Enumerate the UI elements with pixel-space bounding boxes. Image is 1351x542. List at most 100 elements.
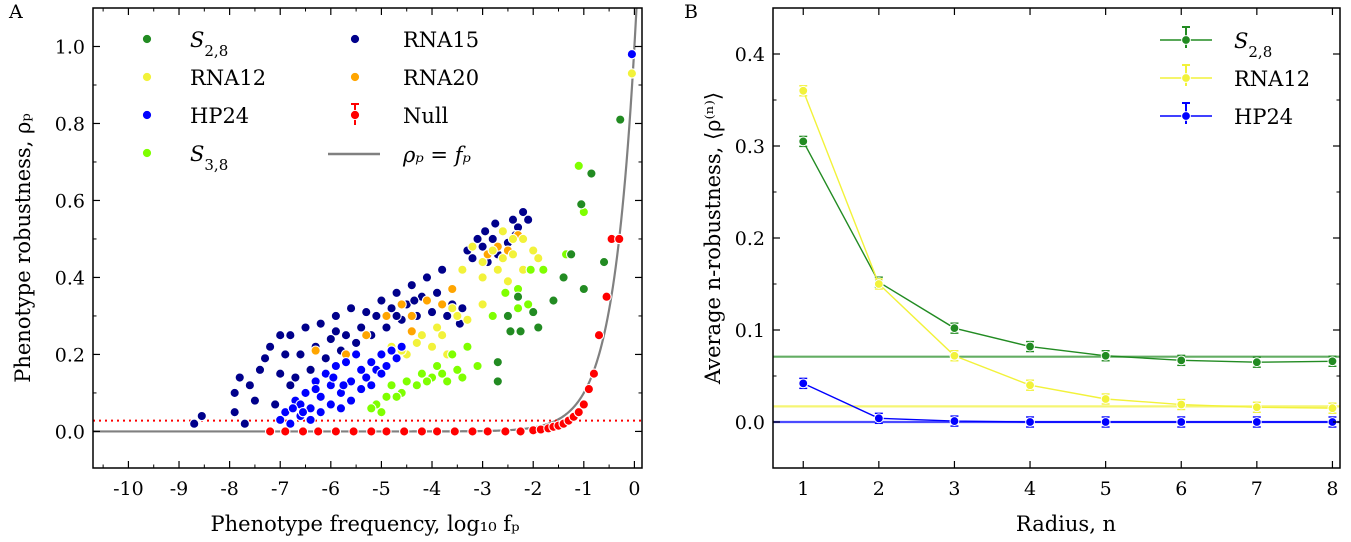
point-rna15 — [523, 214, 534, 225]
panel-a-plot-area — [92, 7, 643, 469]
legend-entry-s: S2,8 — [141, 28, 228, 60]
point-rna12 — [626, 68, 638, 79]
point-null — [500, 426, 511, 437]
point-hp24 — [345, 395, 357, 406]
point-null — [467, 426, 478, 437]
legend-entry-reference: ρₚ = fₚ — [328, 143, 471, 167]
point-s — [538, 264, 549, 275]
x-tick-label: -7 — [271, 478, 290, 500]
point-null — [588, 368, 600, 379]
panel-b-y-axis-label: Average n-robustness, ⟨ρ⁽ⁿ⁾⟩ — [701, 92, 725, 385]
y-tick-label: 0.1 — [735, 320, 765, 342]
x-tick-label: -2 — [524, 478, 543, 500]
point-s — [598, 256, 610, 268]
point-rna15 — [345, 303, 357, 314]
point-rna15 — [477, 241, 488, 252]
point-s — [949, 323, 960, 334]
point-rna15 — [290, 372, 301, 383]
point-hp24 — [626, 49, 638, 60]
point-null — [515, 426, 526, 437]
point-hp24 — [386, 345, 397, 356]
point-rna15 — [406, 280, 417, 291]
point-hp24 — [366, 356, 377, 368]
point-null — [449, 426, 460, 437]
line-hp24 — [802, 382, 1333, 423]
point-null — [416, 426, 428, 437]
point-rna15 — [270, 399, 281, 410]
point-rna12 — [949, 350, 960, 361]
panel-b: B 1 2 3 4 5 6 7 80.00.10.20.30.4 S2,8RNA12HP24 … — [684, 1, 1341, 536]
point-rna15 — [421, 272, 433, 283]
point-rna15 — [467, 253, 478, 264]
x-tick-label: 0 — [628, 478, 640, 500]
panel-b-label: B — [684, 1, 698, 23]
point-rna15 — [285, 380, 296, 391]
series-rna20 — [310, 229, 524, 360]
point-rna20 — [361, 330, 372, 341]
point-rna15 — [254, 364, 266, 375]
y-tick-label: 0.2 — [55, 344, 85, 366]
legend-entry-hp24: HP24 — [1160, 102, 1293, 129]
point-rna15 — [305, 364, 316, 375]
legend-entry-null: Null — [349, 103, 449, 128]
point-rna12 — [517, 233, 529, 245]
point-rna12 — [533, 253, 544, 264]
legend-marker — [141, 33, 153, 45]
point-rna15 — [234, 372, 245, 383]
point-rna15 — [275, 368, 286, 379]
point-s — [615, 114, 626, 125]
point-rna20 — [310, 345, 321, 356]
point-rna12 — [452, 310, 463, 322]
point-rna15 — [229, 387, 240, 399]
point-s — [442, 376, 453, 387]
point-s — [472, 360, 483, 372]
y-tick-label: 0.3 — [735, 136, 765, 158]
point-rna20 — [421, 295, 433, 306]
series-hp24 — [275, 49, 638, 429]
point-s — [391, 391, 402, 402]
legend-marker — [1181, 73, 1191, 83]
point-s — [376, 407, 387, 418]
point-hp24 — [361, 372, 372, 383]
point-rna15 — [356, 322, 367, 333]
point-rna15 — [320, 353, 331, 364]
legend-entry-s: S3,8 — [141, 142, 228, 174]
series-rna12 — [376, 68, 638, 360]
legend-marker — [349, 71, 361, 83]
point-hp24 — [340, 356, 352, 368]
point-rna15 — [409, 295, 420, 306]
point-s — [457, 372, 468, 383]
point-rna12 — [497, 226, 509, 237]
point-hp24 — [310, 383, 321, 395]
point-rna12 — [426, 341, 438, 352]
x-tick-label: -5 — [372, 478, 391, 500]
point-null — [348, 426, 359, 437]
point-null — [583, 383, 595, 395]
point-rna15 — [330, 310, 342, 322]
point-rna12 — [1100, 394, 1111, 404]
point-rna15 — [381, 322, 392, 333]
point-null — [313, 426, 324, 437]
point-rna15 — [229, 407, 240, 418]
point-s — [452, 364, 463, 375]
x-tick-label: 6 — [1175, 478, 1187, 500]
point-rna15 — [457, 303, 468, 314]
point-rna12 — [873, 279, 884, 289]
legend-entry-rna12: RNA12 — [1160, 64, 1310, 91]
point-s — [1100, 350, 1111, 361]
point-rna15 — [479, 226, 491, 237]
y-tick-label: 0.4 — [735, 44, 765, 66]
panel-a-frame — [92, 7, 643, 469]
point-s — [512, 303, 524, 314]
panel-a-ticks: -10 -9 -8 -7 -6 -5 -4 -3 -2 -1 00.00.20.40.60.81.0 — [55, 7, 642, 500]
point-hp24 — [873, 413, 884, 424]
point-rna15 — [361, 306, 372, 318]
point-rna15 — [426, 306, 438, 318]
point-rna12 — [1327, 403, 1338, 414]
point-null — [593, 330, 605, 341]
point-rna12 — [477, 272, 488, 283]
point-s — [436, 368, 448, 379]
point-hp24 — [330, 360, 342, 372]
point-rna12 — [487, 245, 498, 256]
point-s — [573, 160, 584, 171]
